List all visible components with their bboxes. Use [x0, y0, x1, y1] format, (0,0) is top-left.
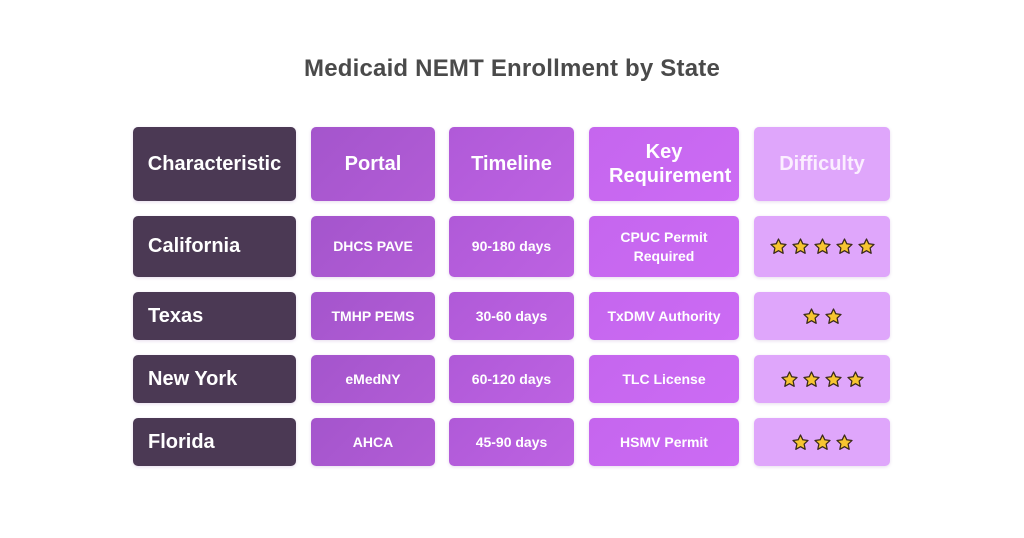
difficulty-stars — [780, 370, 865, 389]
row-timeline: 30-60 days — [449, 292, 574, 340]
row-timeline: 60-120 days — [449, 355, 574, 403]
star-icon — [835, 238, 853, 254]
row-state: New York — [133, 355, 296, 403]
difficulty-stars — [769, 237, 876, 256]
header-difficulty: Difficulty — [754, 127, 890, 201]
star-icon — [813, 238, 831, 254]
row-requirement: HSMV Permit — [589, 418, 739, 466]
row-timeline: 45-90 days — [449, 418, 574, 466]
header-key-requirement-label: Key Requirement — [609, 141, 732, 187]
star-icon — [824, 307, 842, 324]
row-timeline: 90-180 days — [449, 216, 574, 277]
row-difficulty — [754, 292, 890, 340]
page-title: Medicaid NEMT Enrollment by State — [304, 55, 720, 82]
row-requirement: CPUC Permit Required — [589, 216, 739, 277]
row-portal: DHCS PAVE — [311, 216, 435, 277]
star-icon — [813, 433, 831, 450]
row-difficulty — [754, 216, 890, 277]
row-state: Florida — [133, 418, 296, 466]
difficulty-stars — [802, 307, 843, 326]
row-portal: AHCA — [311, 418, 435, 466]
row-requirement: TxDMV Authority — [589, 292, 739, 340]
row-difficulty — [754, 418, 890, 466]
header-timeline: Timeline — [449, 127, 574, 201]
star-icon — [802, 370, 820, 387]
star-icon — [769, 238, 787, 254]
header-characteristic: Characteristic — [133, 127, 296, 201]
row-portal: eMedNY — [311, 355, 435, 403]
star-icon — [791, 238, 809, 254]
header-portal: Portal — [311, 127, 435, 201]
difficulty-stars — [791, 433, 854, 452]
star-icon — [857, 238, 875, 254]
row-difficulty — [754, 355, 890, 403]
star-icon — [780, 370, 798, 387]
star-icon — [802, 307, 820, 324]
header-key-requirement: Key Requirement — [589, 127, 739, 201]
row-state: Texas — [133, 292, 296, 340]
star-icon — [835, 433, 853, 450]
star-icon — [791, 433, 809, 450]
row-requirement: TLC License — [589, 355, 739, 403]
row-state: California — [133, 216, 296, 277]
row-portal: TMHP PEMS — [311, 292, 435, 340]
star-icon — [824, 370, 842, 387]
row-requirement-label: CPUC Permit Required — [620, 228, 708, 264]
star-icon — [846, 370, 864, 387]
